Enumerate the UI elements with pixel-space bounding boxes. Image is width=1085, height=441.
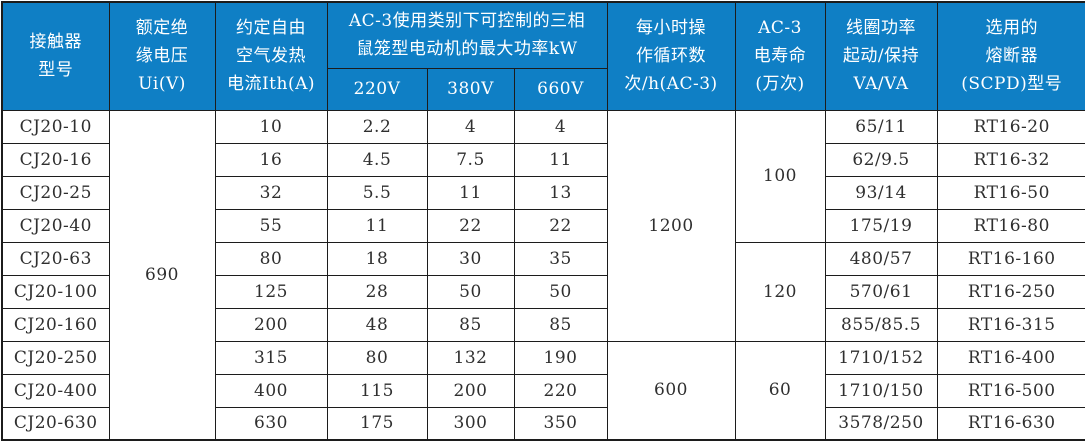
cell-ith: 10 xyxy=(214,109,328,144)
table-row: CJ20-630 630 175 300 350 3578/250 RT16-6… xyxy=(1,406,1085,441)
header-insulation-voltage: 额定绝 缘电压 Ui(V) xyxy=(108,1,216,111)
cell-cycles-600: 600 xyxy=(606,340,736,441)
cell-coil: 93/14 xyxy=(824,175,938,210)
cell-fuse: RT16-32 xyxy=(936,142,1085,177)
header-row-2: 220V 380V 660V xyxy=(2,67,1085,111)
cell-ith: 200 xyxy=(214,307,328,342)
cell-ith: 630 xyxy=(214,406,328,441)
cell-kw220: 175 xyxy=(326,406,428,441)
cell-coil: 480/57 xyxy=(824,241,938,276)
cell-kw660: 190 xyxy=(513,340,608,375)
table-row: CJ20-63 80 18 30 35 120 480/57 RT16-160 xyxy=(1,241,1085,342)
cell-kw660: 85 xyxy=(513,307,608,342)
header-cycles-per-hour: 每小时操 作循环数 次/h(AC-3) xyxy=(606,1,736,111)
cell-kw380: 30 xyxy=(426,241,515,276)
cell-kw220: 18 xyxy=(326,241,428,276)
cell-life-120: 120 xyxy=(734,241,826,342)
cell-kw380: 300 xyxy=(426,406,515,441)
cell-kw220: 4.5 xyxy=(326,142,428,177)
cell-ith: 55 xyxy=(214,208,328,243)
cell-kw220: 28 xyxy=(326,274,428,309)
cell-kw220: 48 xyxy=(326,307,428,342)
cell-kw660: 13 xyxy=(513,175,608,210)
header-380v: 380V xyxy=(426,67,515,111)
cell-kw380: 7.5 xyxy=(426,142,515,177)
header-fuse: 选用的 熔断器 (SCPD)型号 xyxy=(936,1,1085,111)
cell-coil: 3578/250 xyxy=(824,406,938,441)
cell-kw380: 22 xyxy=(426,208,515,243)
cell-model: CJ20-63 xyxy=(1,241,110,276)
header-220v: 220V xyxy=(326,67,428,111)
cell-model: CJ20-100 xyxy=(1,274,110,309)
cell-kw220: 115 xyxy=(326,373,428,408)
cell-life-60: 60 xyxy=(734,340,826,441)
cell-ith: 32 xyxy=(214,175,328,210)
header-model: 接触器 型号 xyxy=(1,1,110,111)
cell-coil: 570/61 xyxy=(824,274,938,309)
cell-kw380: 85 xyxy=(426,307,515,342)
cell-ith: 315 xyxy=(214,340,328,375)
cell-life-100: 100 xyxy=(734,109,826,243)
cell-cycles-1200: 1200 xyxy=(606,109,736,342)
cell-kw660: 220 xyxy=(513,373,608,408)
cell-ui-voltage: 690 xyxy=(108,109,216,441)
cell-fuse: RT16-80 xyxy=(936,208,1085,243)
header-row-1: 接触器 型号 额定绝 缘电压 Ui(V) 约定自由 空气发热 电流Ith(A) … xyxy=(1,1,1085,111)
cell-fuse: RT16-160 xyxy=(936,241,1085,276)
cell-kw660: 350 xyxy=(513,406,608,441)
cell-coil: 175/19 xyxy=(824,208,938,243)
cell-kw660: 4 xyxy=(513,109,608,144)
cell-kw380: 50 xyxy=(426,274,515,309)
cell-coil: 1710/150 xyxy=(824,373,938,408)
cell-ith: 80 xyxy=(214,241,328,276)
cell-kw380: 200 xyxy=(426,373,515,408)
cell-ith: 400 xyxy=(214,373,328,408)
header-660v: 660V xyxy=(513,67,608,111)
table-row: CJ20-25 32 5.5 11 13 93/14 RT16-50 xyxy=(1,175,1085,210)
cell-kw380: 132 xyxy=(426,340,515,375)
cell-coil: 855/85.5 xyxy=(824,307,938,342)
cell-kw220: 11 xyxy=(326,208,428,243)
table-row: CJ20-10 690 10 2.2 4 4 1200 100 65/11 RT… xyxy=(1,109,1085,441)
cell-kw380: 11 xyxy=(426,175,515,210)
cell-kw220: 80 xyxy=(326,340,428,375)
table-row: CJ20-250 315 80 132 190 600 60 1710/152 … xyxy=(1,340,1085,441)
cell-kw660: 35 xyxy=(513,241,608,276)
cell-coil: 1710/152 xyxy=(824,340,938,375)
header-thermal-current: 约定自由 空气发热 电流Ith(A) xyxy=(214,1,328,111)
header-coil-power: 线圈功率 起动/保持 VA/VA xyxy=(824,1,938,111)
cell-kw380: 4 xyxy=(426,109,515,144)
cell-fuse: RT16-500 xyxy=(936,373,1085,408)
cell-fuse: RT16-250 xyxy=(936,274,1085,309)
cell-fuse: RT16-400 xyxy=(936,340,1085,375)
cell-fuse: RT16-630 xyxy=(936,406,1085,441)
cell-model: CJ20-400 xyxy=(1,373,110,408)
cell-kw220: 5.5 xyxy=(326,175,428,210)
cell-ith: 16 xyxy=(214,142,328,177)
header-ac3-power-group: AC-3使用类别下可控制的三相 鼠笼型电动机的最大功率kW xyxy=(326,1,608,69)
cell-model: CJ20-25 xyxy=(1,175,110,210)
table-row: CJ20-16 16 4.5 7.5 11 62/9.5 RT16-32 xyxy=(1,142,1085,177)
cell-kw660: 22 xyxy=(513,208,608,243)
cell-model: CJ20-40 xyxy=(1,208,110,243)
cell-coil: 62/9.5 xyxy=(824,142,938,177)
cell-kw660: 11 xyxy=(513,142,608,177)
cell-fuse: RT16-315 xyxy=(936,307,1085,342)
cell-model: CJ20-630 xyxy=(1,406,110,441)
cell-fuse: RT16-20 xyxy=(936,109,1085,144)
cell-model: CJ20-16 xyxy=(1,142,110,177)
cell-model: CJ20-10 xyxy=(1,109,110,144)
cell-fuse: RT16-50 xyxy=(936,175,1085,210)
cell-model: CJ20-250 xyxy=(1,340,110,375)
cell-model: CJ20-160 xyxy=(1,307,110,342)
cell-kw660: 50 xyxy=(513,274,608,309)
header-electrical-life: AC-3 电寿命 (万次) xyxy=(734,1,826,111)
cell-kw220: 2.2 xyxy=(326,109,428,144)
table-row: CJ20-160 200 48 85 85 855/85.5 RT16-315 xyxy=(1,307,1085,342)
cell-ith: 125 xyxy=(214,274,328,309)
cell-coil: 65/11 xyxy=(824,109,938,144)
